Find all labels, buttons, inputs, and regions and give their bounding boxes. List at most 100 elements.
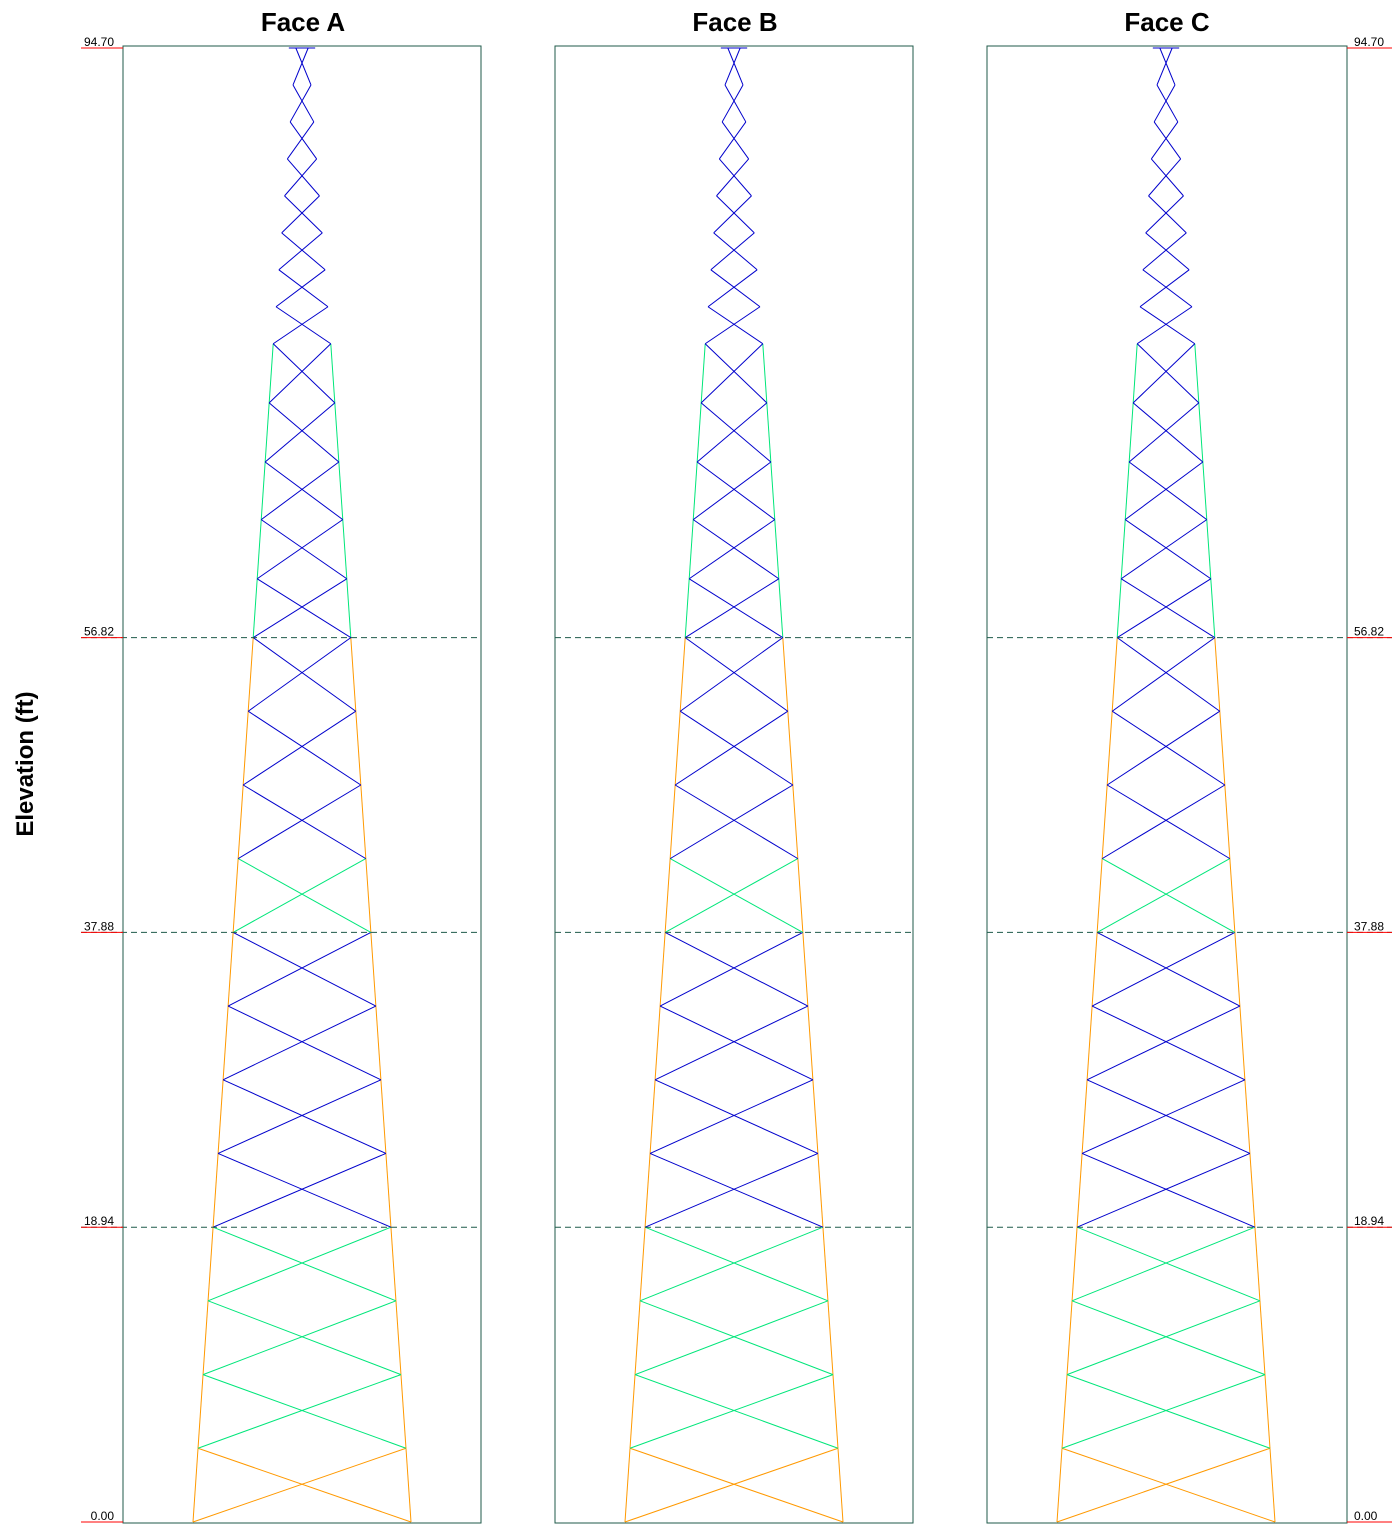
- zigzag-member: [1145, 195, 1184, 234]
- tower-leg: [797, 858, 804, 933]
- elevation-label-left: 94.70: [84, 35, 114, 49]
- diagonal-brace: [207, 1300, 402, 1376]
- diagonal-brace: [1071, 1300, 1266, 1376]
- diagonal-brace: [1120, 519, 1208, 580]
- diagonal-brace: [272, 343, 336, 404]
- zigzag-member: [721, 121, 750, 160]
- tower-leg: [802, 932, 809, 1007]
- tower-leg: [256, 519, 262, 579]
- zigzag-member: [1142, 232, 1187, 271]
- diagonal-brace: [644, 1226, 829, 1302]
- diagonal-brace: [192, 1447, 407, 1523]
- tower-leg: [1249, 1153, 1256, 1228]
- tower-leg: [227, 932, 234, 1007]
- diagonal-brace: [629, 1374, 834, 1449]
- diagonal-brace: [1132, 402, 1204, 463]
- diagonal-brace: [679, 637, 784, 712]
- zigzag-member: [1148, 195, 1187, 234]
- tower-leg: [1071, 1227, 1078, 1301]
- tower-leg: [1091, 932, 1098, 1007]
- diagonal-brace: [639, 1300, 834, 1376]
- tower-leg: [684, 578, 690, 638]
- elevation-label-left: 0.00: [91, 1509, 115, 1523]
- zigzag-member: [704, 306, 761, 345]
- diagonal-brace: [1128, 461, 1208, 521]
- diagonal-brace: [1101, 858, 1236, 933]
- tower-leg: [1259, 1300, 1266, 1375]
- tower-leg: [807, 1005, 814, 1080]
- tower-leg: [674, 711, 681, 786]
- diagonal-brace: [197, 1374, 402, 1449]
- elevation-label-right: 56.82: [1354, 625, 1384, 639]
- zigzag-member: [727, 47, 744, 86]
- elevation-label-left: 18.94: [84, 1214, 114, 1228]
- diagonal-brace: [212, 1226, 397, 1302]
- zigzag-member: [1139, 306, 1196, 345]
- diagonal-brace: [217, 1079, 382, 1154]
- tower-leg: [778, 578, 784, 638]
- tower-leg: [202, 1300, 209, 1375]
- tower-leg: [192, 1448, 199, 1523]
- diagonal-brace: [1136, 343, 1200, 404]
- tower-leg: [1219, 711, 1226, 786]
- diagonal-brace: [629, 1447, 844, 1523]
- tower-leg: [1124, 461, 1130, 520]
- diagonal-brace: [256, 578, 352, 639]
- zigzag-member: [1153, 84, 1176, 123]
- tower-leg: [1056, 1448, 1063, 1523]
- diagonal-brace: [1076, 1152, 1251, 1228]
- tower-leg: [1264, 1374, 1271, 1449]
- diagonal-brace: [1101, 784, 1226, 860]
- tower-leg: [696, 402, 702, 463]
- zigzag-member: [707, 269, 758, 308]
- tower-leg: [1061, 1374, 1068, 1449]
- diagonal-brace: [1116, 578, 1212, 639]
- diagonal-brace: [212, 1152, 387, 1228]
- diagonal-brace: [1111, 637, 1216, 712]
- diagonal-brace: [654, 1079, 819, 1154]
- diagonal-brace: [639, 1226, 824, 1302]
- tower-leg: [812, 1079, 819, 1154]
- tower-leg: [338, 461, 344, 520]
- tower-leg: [664, 858, 671, 933]
- diagonal-brace: [1124, 461, 1204, 521]
- zigzag-member: [718, 121, 747, 160]
- diagonal-brace: [252, 637, 357, 712]
- diagonal-brace: [1111, 710, 1226, 786]
- zigzag-member: [286, 121, 315, 160]
- diagonal-brace: [222, 1005, 377, 1081]
- elevation-label-right: 0.00: [1354, 1509, 1378, 1523]
- diagonal-brace: [217, 1152, 392, 1228]
- tower-leg: [260, 461, 266, 520]
- tower-leg: [222, 1005, 229, 1080]
- tower-leg: [1254, 1227, 1261, 1301]
- tower-leg: [827, 1300, 834, 1375]
- tower-leg: [1086, 1005, 1093, 1080]
- zigzag-member: [289, 84, 312, 123]
- tower-leg: [1106, 711, 1113, 786]
- tower-leg: [837, 1448, 844, 1523]
- tower-leg: [346, 578, 352, 638]
- zigzag-member: [721, 84, 744, 123]
- tower-leg: [405, 1448, 412, 1523]
- tower-leg: [375, 1005, 382, 1080]
- tower-leg: [659, 932, 666, 1007]
- tower-leg: [1128, 402, 1134, 463]
- diagonal-brace: [674, 784, 799, 860]
- face-a-frame: [122, 45, 482, 1524]
- diagonal-brace: [247, 637, 352, 712]
- zigzag-member: [716, 195, 755, 234]
- diagonal-brace: [704, 343, 768, 404]
- tower-leg: [395, 1300, 402, 1375]
- tower-leg: [264, 402, 270, 463]
- face-b-frame: [554, 45, 914, 1524]
- tower-leg: [766, 402, 772, 463]
- diagonal-brace: [669, 784, 794, 860]
- diagonal-brace: [256, 519, 344, 580]
- face-c-panel: Face C: [986, 7, 1348, 1524]
- elevation-label-right: 37.88: [1354, 919, 1384, 933]
- diagonal-brace: [232, 858, 367, 933]
- tower-leg: [624, 1448, 631, 1523]
- tower-leg: [1244, 1079, 1251, 1154]
- zigzag-member: [713, 195, 752, 234]
